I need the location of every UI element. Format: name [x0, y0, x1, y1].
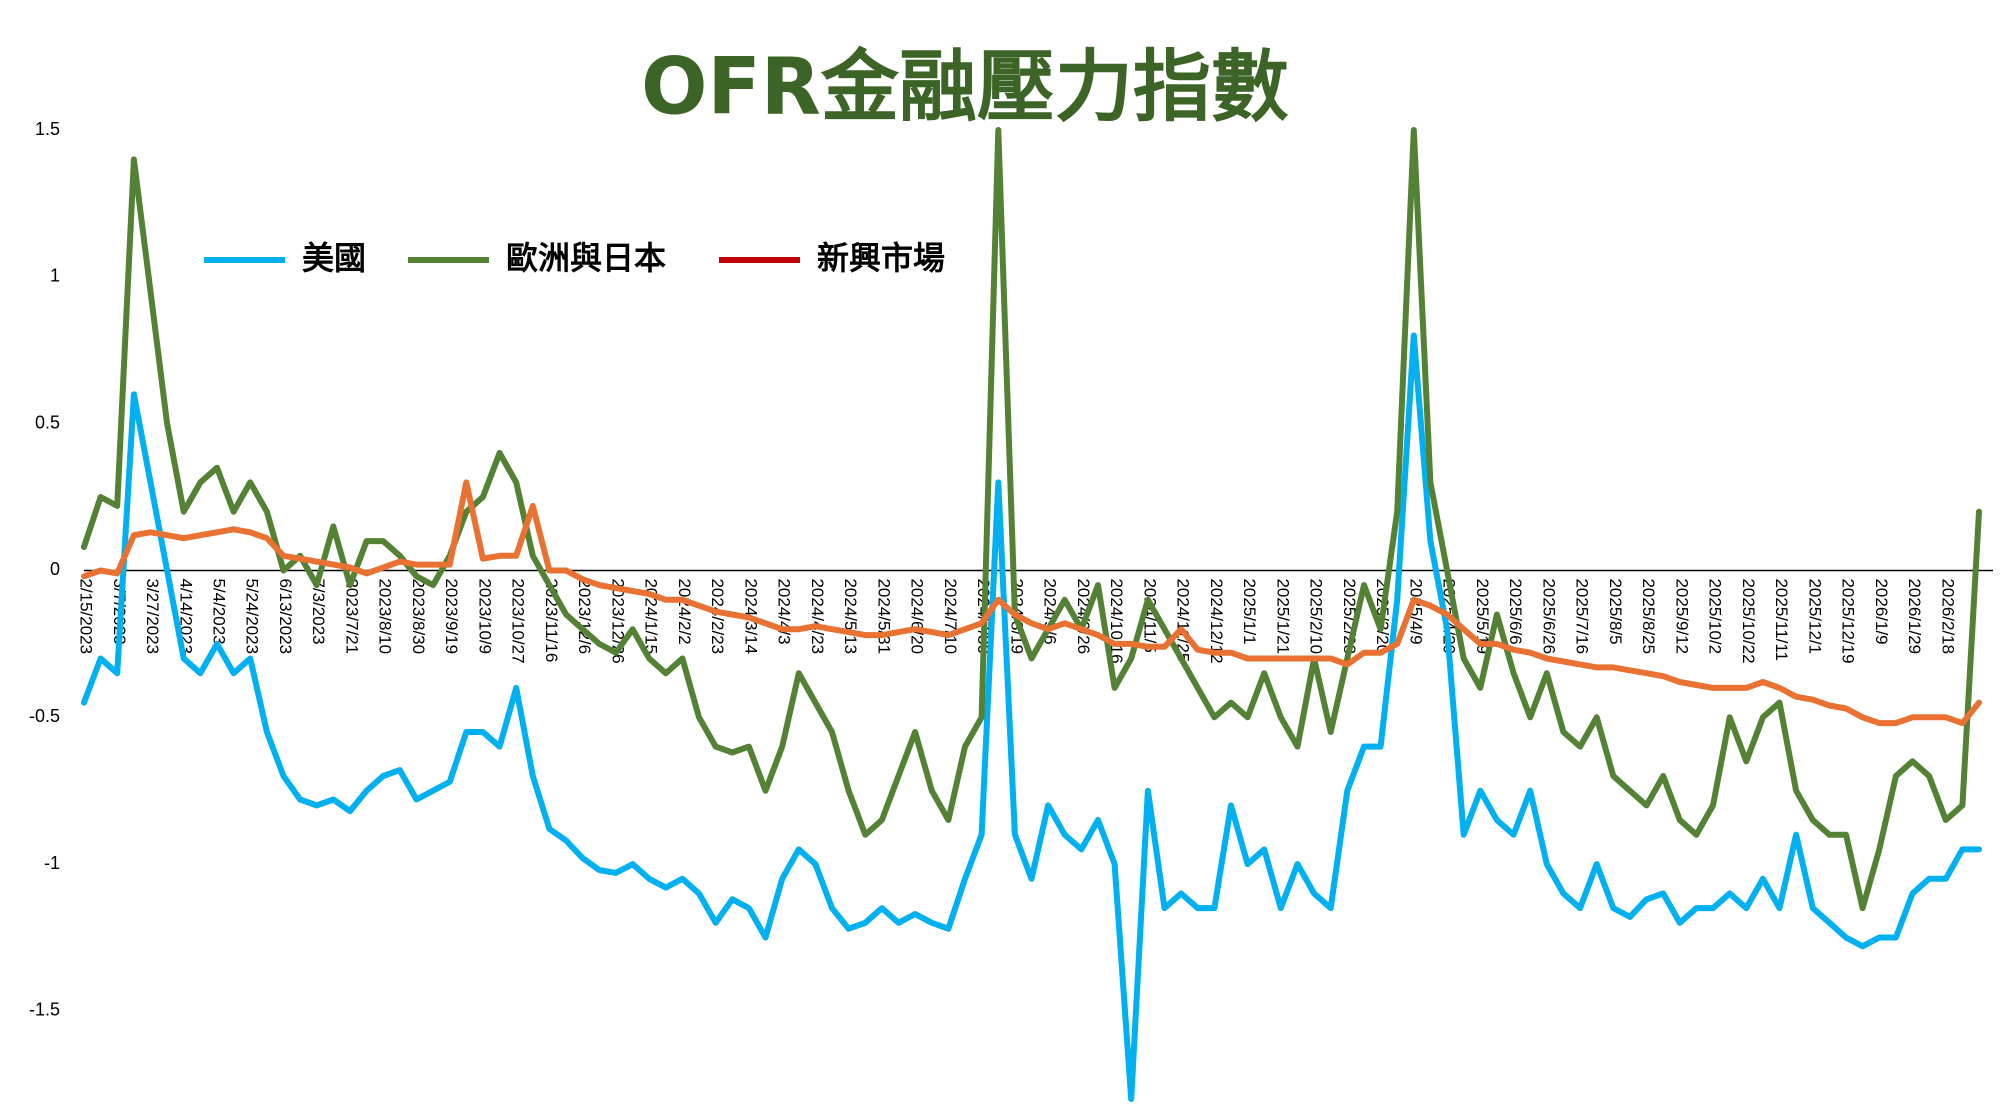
x-tick-label: 2024/4/23: [808, 578, 827, 654]
x-tick-label: 2025/11/11: [1772, 578, 1791, 661]
x-tick-label: 2024/7/10: [941, 578, 960, 654]
series-line: [81, 479, 1982, 727]
x-tick-label: 2026/1/29: [1905, 578, 1924, 654]
legend-label: 歐洲與日本: [506, 239, 666, 277]
x-tick-label: 2025/4/9: [1406, 578, 1425, 644]
x-tick-label: 2023/7/21: [342, 578, 361, 654]
x-tick-label: 2024/11/5: [1140, 578, 1159, 652]
x-tick-label: 2025/1/1: [1240, 578, 1259, 644]
x-tick-label: 2025/1/21: [1273, 578, 1292, 654]
y-tick-label: 0.5: [35, 412, 60, 432]
x-tick-label: 2025/12/1: [1805, 578, 1824, 654]
x-tick-label: 2024/1/15: [642, 578, 661, 654]
x-tick-label: 2023/10/27: [509, 578, 528, 663]
x-tick-label: 2024/12/12: [1207, 578, 1226, 663]
x-tick-label: 2024/6/20: [908, 578, 927, 654]
y-tick-label: -1: [44, 853, 60, 873]
series-line: [81, 332, 1982, 1102]
x-tick-label: 6/13/2023: [276, 578, 295, 654]
series-line: [81, 127, 1982, 912]
y-tick-label: 1: [50, 266, 60, 286]
x-tick-label: 2023/9/19: [442, 578, 461, 654]
x-tick-label: 2025/5/19: [1473, 578, 1492, 654]
x-tick-label: 2025/12/19: [1839, 578, 1858, 663]
x-tick-label: 2023/8/30: [409, 578, 428, 654]
x-tick-label: 2025/10/2: [1706, 578, 1725, 654]
x-tick-label: 2025/6/6: [1506, 578, 1525, 644]
x-tick-label: 2024/2/2: [675, 578, 694, 644]
x-tick-label: 2024/5/31: [874, 578, 893, 654]
x-tick-label: 2025/10/22: [1739, 578, 1758, 663]
x-tick-label: 2025/8/25: [1639, 578, 1658, 654]
x-tick-label: 2025/8/5: [1606, 578, 1625, 644]
x-tick-label: 2/15/2023: [77, 578, 96, 654]
x-tick-label: 2024/2/23: [708, 578, 727, 654]
x-tick-label: 2025/2/10: [1307, 578, 1326, 654]
x-tick-label: 3/27/2023: [143, 578, 162, 654]
x-tick-label: 5/4/2023: [209, 578, 228, 644]
x-tick-label: 2024/5/13: [841, 578, 860, 654]
x-tick-label: 2025/9/12: [1672, 578, 1691, 654]
x-tick-label: 2026/2/18: [1938, 578, 1957, 654]
y-tick-label: -0.5: [29, 706, 60, 726]
y-tick-label: 0: [50, 559, 60, 579]
y-tick-label: 1.5: [35, 119, 60, 139]
chart-title: OFR金融壓力指數: [641, 42, 1289, 132]
y-tick-label: -1.5: [29, 1000, 60, 1020]
x-tick-label: 2023/8/10: [376, 578, 395, 654]
legend-label: 新興市場: [817, 239, 945, 277]
x-tick-label: 7/3/2023: [309, 578, 328, 644]
x-tick-label: 2025/7/16: [1573, 578, 1592, 654]
x-tick-label: 2025/6/26: [1539, 578, 1558, 654]
x-tick-label: 2023/10/9: [475, 578, 494, 654]
legend-label: 美國: [302, 239, 366, 277]
x-tick-label: 2024/4/3: [775, 578, 794, 644]
x-tick-label: 2023/12/6: [575, 578, 594, 654]
x-tick-label: 5/24/2023: [243, 578, 262, 654]
x-tick-label: 2026/1/9: [1872, 578, 1891, 644]
